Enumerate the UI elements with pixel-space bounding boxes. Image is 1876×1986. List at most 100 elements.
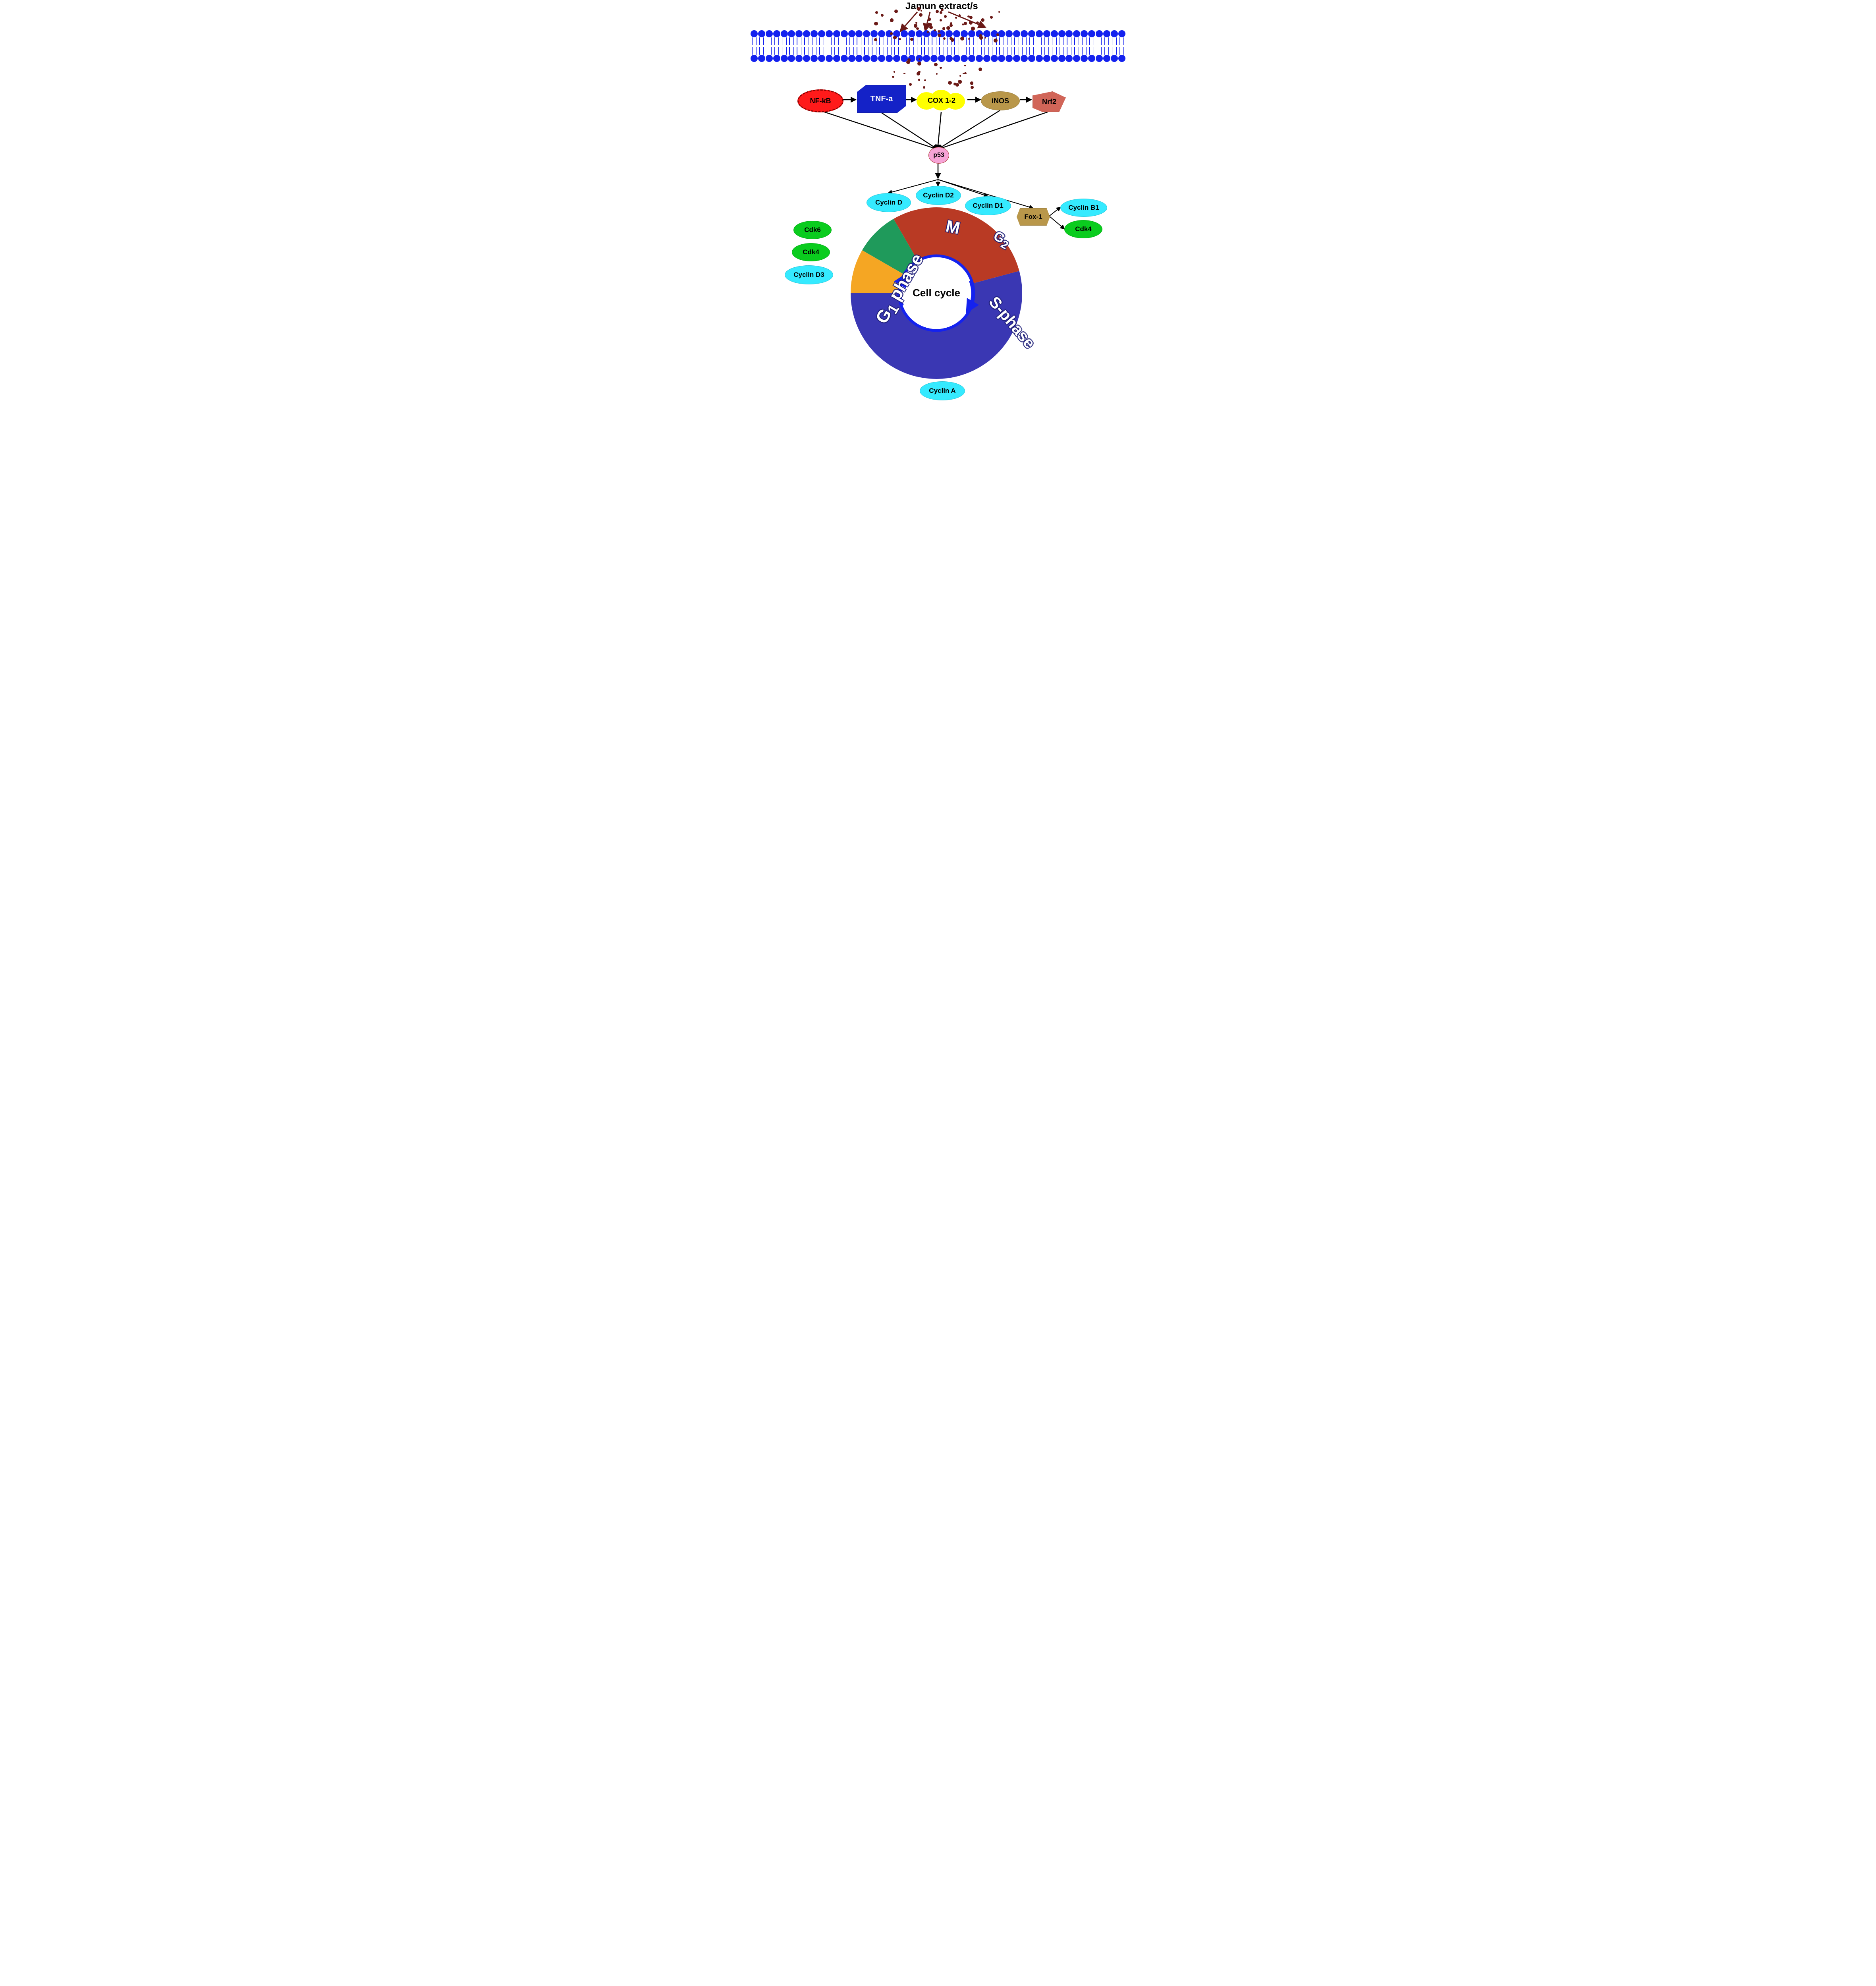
lipid-head [961, 55, 968, 62]
nrf2-node: Nrf2 [1033, 91, 1066, 112]
lipid-head [826, 55, 833, 62]
extract-dot [893, 36, 897, 39]
lipid-head [923, 55, 930, 62]
lipid-head [826, 30, 833, 37]
lipid-head [1065, 30, 1073, 37]
lipid-head [901, 30, 908, 37]
cyclinB1-label: Cyclin B1 [1068, 204, 1099, 212]
lipid-head [998, 30, 1005, 37]
lipid-head [1006, 30, 1013, 37]
extract-dot [934, 63, 938, 66]
cyclinA-label: Cyclin A [929, 387, 955, 395]
lipid-head [1021, 30, 1028, 37]
extract-dot [996, 33, 999, 36]
extract-dot [969, 21, 973, 25]
extract-dot [946, 26, 950, 30]
extract-dot [976, 21, 979, 24]
lipid-head [863, 30, 870, 37]
lipid-head [930, 55, 938, 62]
lipid-head [1118, 55, 1125, 62]
lipid-tails-top [751, 37, 1125, 45]
cdk4b-node: Cdk4 [1064, 220, 1102, 238]
extract-dot [990, 16, 993, 19]
lipid-head [870, 30, 878, 37]
extract-dot [936, 10, 939, 13]
lipid-head [1043, 30, 1050, 37]
inos-node: iNOS [981, 91, 1020, 110]
extract-dot [960, 37, 964, 41]
lipid-head [751, 55, 758, 62]
cell-cycle-center-label: Cell cycle [909, 287, 964, 299]
extract-dot [971, 27, 975, 31]
lipid-head [1073, 55, 1080, 62]
extract-dot [929, 26, 932, 29]
lipid-head [833, 55, 840, 62]
cox-label: COX 1-2 [917, 90, 967, 111]
extract-dot [955, 83, 959, 87]
lipid-head [976, 55, 983, 62]
extract-dot [938, 30, 940, 33]
lipid-head [998, 55, 1005, 62]
lipid-head [968, 55, 975, 62]
cdk6-label: Cdk6 [804, 226, 821, 234]
extract-dot [998, 11, 1000, 13]
extract-dot [917, 62, 921, 66]
extract-dot [964, 72, 967, 75]
extract-dot [918, 79, 920, 81]
lipid-head [1051, 30, 1058, 37]
lipid-head [1058, 55, 1065, 62]
lipid-head [1103, 55, 1110, 62]
lipid-head [1073, 30, 1080, 37]
lipid-head [946, 55, 953, 62]
lipid-head [788, 30, 795, 37]
extract-dot [919, 13, 923, 17]
lipid-head [946, 30, 953, 37]
lipid-head [863, 55, 870, 62]
lipid-head [758, 30, 765, 37]
lipid-head [938, 55, 945, 62]
lipid-head [1081, 30, 1088, 37]
extract-dot [981, 18, 984, 22]
extract-dot [917, 7, 920, 10]
extract-dot [875, 11, 878, 14]
cdk4-node: Cdk4 [792, 243, 830, 261]
lipid-head [1036, 55, 1043, 62]
lipid-head [848, 55, 855, 62]
extract-dot [890, 18, 894, 22]
p53-node: p53 [928, 147, 949, 164]
lipid-head [1096, 30, 1103, 37]
extract-dot [948, 81, 952, 85]
extract-dot [923, 86, 925, 89]
lipid-head [848, 30, 855, 37]
lipid-head [1013, 30, 1020, 37]
extract-dot [934, 29, 936, 32]
nfkb-node: NF-kB [797, 89, 843, 112]
extract-dot [979, 36, 983, 39]
extract-dot [899, 38, 901, 40]
extract-dot [944, 15, 947, 18]
lipid-head [953, 30, 960, 37]
extract-dot [959, 75, 961, 77]
lipid-head [991, 55, 998, 62]
lipid-head [886, 55, 893, 62]
lipid-head [908, 30, 915, 37]
extract-dot [964, 22, 967, 25]
lipid-head [855, 55, 863, 62]
lipid-head [773, 30, 780, 37]
extract-dot [951, 38, 954, 42]
lipid-head [766, 55, 773, 62]
lipid-head [795, 30, 803, 37]
lipid-head [818, 55, 825, 62]
lipid-head [751, 30, 758, 37]
extract-dot [881, 14, 884, 17]
fox1-label: Fox-1 [1024, 213, 1042, 221]
extract-dot [916, 27, 919, 30]
lipid-head [818, 30, 825, 37]
extract-dot [915, 22, 917, 24]
extract-dot [924, 79, 926, 81]
lipid-head [811, 30, 818, 37]
lipid-head [811, 55, 818, 62]
lipid-head [878, 55, 885, 62]
lipid-head [781, 55, 788, 62]
lipid-head [1051, 55, 1058, 62]
